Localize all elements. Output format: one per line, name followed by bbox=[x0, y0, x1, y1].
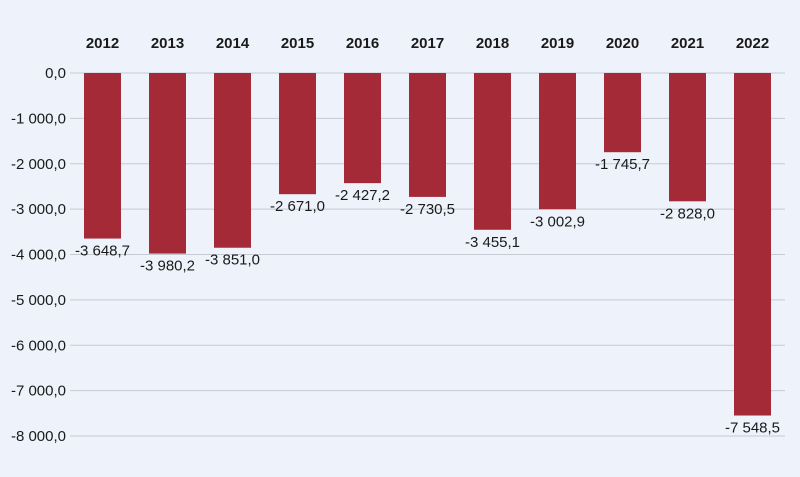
data-label-2020: -1 745,7 bbox=[595, 156, 650, 173]
data-label-2015: -2 671,0 bbox=[270, 198, 325, 215]
data-labels: -3 648,7 -3 980,2 -3 851,0 -2 671,0 -2 427,2… bbox=[75, 156, 780, 436]
category-label-2020: 2020 bbox=[606, 35, 639, 52]
category-label-2018: 2018 bbox=[476, 35, 509, 52]
data-label-2018: -3 455,1 bbox=[465, 234, 520, 251]
bar-2021 bbox=[669, 73, 706, 202]
category-label-2022: 2022 bbox=[736, 35, 769, 52]
y-tick-label: 0,0 bbox=[45, 65, 66, 82]
y-tick-label: -5 000,0 bbox=[11, 292, 66, 309]
gridlines bbox=[70, 72, 785, 437]
x-axis-category-labels: 2012 2013 2014 2015 2016 2017 2018 2019 2020 2021… bbox=[86, 35, 769, 52]
y-tick-label: -6 000,0 bbox=[11, 337, 66, 354]
y-axis-tick-labels: 0,0 -1 000,0 -2 000,0 -3 000,0 -4 000,0 -5 00… bbox=[11, 65, 66, 445]
data-label-2014: -3 851,0 bbox=[205, 252, 260, 269]
data-label-2016: -2 427,2 bbox=[335, 187, 390, 204]
category-label-2021: 2021 bbox=[671, 35, 704, 52]
data-label-2017: -2 730,5 bbox=[400, 201, 455, 218]
data-label-2022: -7 548,5 bbox=[725, 420, 780, 437]
y-tick-label: -8 000,0 bbox=[11, 428, 66, 445]
category-label-2012: 2012 bbox=[86, 35, 119, 52]
data-label-2019: -3 002,9 bbox=[530, 213, 585, 230]
category-label-2016: 2016 bbox=[346, 35, 379, 52]
bar-2013 bbox=[149, 73, 186, 254]
bar-2017 bbox=[409, 73, 446, 197]
category-label-2017: 2017 bbox=[411, 35, 444, 52]
bar-2012 bbox=[84, 73, 121, 239]
y-tick-label: -1 000,0 bbox=[11, 110, 66, 127]
bar-2019 bbox=[539, 73, 576, 210]
bar-2014 bbox=[214, 73, 251, 248]
bar-2018 bbox=[474, 73, 511, 230]
bar-2020 bbox=[604, 73, 641, 153]
bar-2016 bbox=[344, 73, 381, 184]
y-tick-label: -7 000,0 bbox=[11, 383, 66, 400]
bar-2022 bbox=[734, 73, 771, 416]
category-label-2015: 2015 bbox=[281, 35, 314, 52]
data-label-2021: -2 828,0 bbox=[660, 205, 715, 222]
data-label-2013: -3 980,2 bbox=[140, 258, 195, 275]
y-tick-label: -3 000,0 bbox=[11, 201, 66, 218]
y-tick-label: -2 000,0 bbox=[11, 156, 66, 173]
bars bbox=[84, 73, 771, 416]
category-label-2019: 2019 bbox=[541, 35, 574, 52]
category-label-2013: 2013 bbox=[151, 35, 184, 52]
bar-2015 bbox=[279, 73, 316, 195]
data-label-2012: -3 648,7 bbox=[75, 243, 130, 260]
y-tick-label: -4 000,0 bbox=[11, 247, 66, 264]
category-label-2014: 2014 bbox=[216, 35, 250, 52]
